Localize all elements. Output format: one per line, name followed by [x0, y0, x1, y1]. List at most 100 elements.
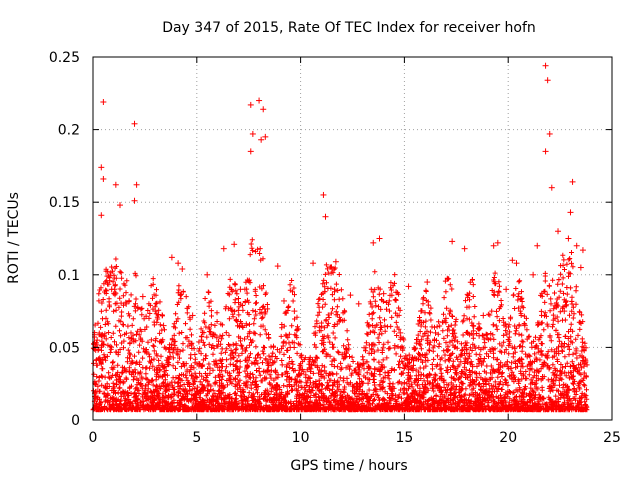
- data-point: [569, 178, 576, 185]
- data-point: [100, 175, 107, 182]
- y-axis-label: ROTI / TECUs: [6, 192, 22, 284]
- data-point: [322, 213, 329, 220]
- x-axis-label: GPS time / hours: [290, 458, 407, 474]
- grid-layer: [93, 57, 612, 420]
- data-point: [133, 181, 140, 188]
- data-point: [565, 235, 572, 242]
- data-point: [204, 271, 211, 278]
- data-point: [418, 308, 425, 315]
- x-tick-label: 5: [192, 430, 201, 446]
- data-point: [310, 260, 317, 267]
- data-point: [461, 245, 468, 252]
- data-marks-layer: [94, 62, 586, 358]
- data-point: [152, 308, 159, 315]
- data-point: [513, 260, 520, 267]
- data-point: [490, 242, 497, 249]
- data-point: [370, 239, 377, 246]
- x-tick-label: 15: [395, 430, 413, 446]
- data-point: [380, 290, 387, 297]
- data-point: [274, 263, 281, 270]
- data-point: [393, 289, 400, 296]
- data-point: [542, 62, 549, 69]
- data-point: [542, 148, 549, 155]
- data-point: [249, 130, 256, 137]
- data-point: [424, 279, 431, 286]
- data-point: [168, 254, 175, 261]
- data-point: [579, 247, 586, 254]
- data-point: [131, 120, 138, 127]
- data-point: [347, 292, 354, 299]
- data-point: [534, 242, 541, 249]
- data-point: [116, 202, 123, 209]
- data-point: [280, 297, 287, 304]
- y-tick-label: 0.25: [49, 50, 80, 66]
- data-point: [98, 212, 105, 219]
- data-point: [376, 235, 383, 242]
- data-point: [237, 286, 244, 293]
- x-tick-label: 25: [603, 430, 621, 446]
- y-tick-label: 0: [71, 413, 80, 429]
- data-point: [100, 99, 107, 106]
- data-point: [530, 271, 537, 278]
- y-tick-label: 0.15: [49, 195, 80, 211]
- data-point: [291, 308, 298, 315]
- y-tick-label: 0.05: [49, 340, 80, 356]
- data-point: [258, 136, 265, 143]
- y-tick-label: 0.2: [58, 123, 80, 139]
- data-point: [231, 241, 238, 248]
- data-point: [509, 257, 516, 264]
- data-point: [320, 191, 327, 198]
- data-point: [573, 242, 580, 249]
- data-point: [94, 337, 101, 344]
- data-point: [449, 238, 456, 245]
- data-point: [405, 283, 412, 290]
- data-point: [432, 329, 439, 336]
- data-point: [220, 245, 227, 252]
- y-tick-label: 0.1: [58, 268, 80, 284]
- data-point: [108, 286, 115, 293]
- data-point: [179, 265, 186, 272]
- data-point: [123, 300, 130, 307]
- data-point: [247, 148, 254, 155]
- data-point: [577, 264, 584, 271]
- plot-frame: [92, 56, 613, 421]
- data-point: [397, 329, 404, 336]
- data-point: [503, 286, 510, 293]
- data-point: [480, 312, 487, 319]
- data-point: [442, 315, 449, 322]
- data-point: [469, 322, 476, 329]
- data-point: [555, 228, 562, 235]
- data-point: [262, 133, 269, 140]
- x-tick-label: 0: [89, 430, 98, 446]
- data-point: [567, 209, 574, 216]
- data-point: [139, 293, 146, 300]
- data-point-cloud: [90, 237, 590, 413]
- data-point: [494, 239, 501, 246]
- data-point: [112, 181, 119, 188]
- data-point: [339, 351, 346, 358]
- data-point: [247, 101, 254, 108]
- data-point: [131, 197, 138, 204]
- data-point: [189, 312, 196, 319]
- data-point: [256, 97, 263, 104]
- data-point: [260, 106, 267, 113]
- data-point: [544, 77, 551, 84]
- data-point: [561, 308, 568, 315]
- data-point: [332, 258, 339, 265]
- data-point: [476, 332, 483, 339]
- data-point: [546, 130, 553, 137]
- axes-layer: 0 5 10 15 20 25 0 0.05 0.1 0.15 0.2 0.25: [49, 50, 621, 446]
- data-point: [98, 164, 105, 171]
- chart-title: Day 347 of 2015, Rate Of TEC Index for r…: [162, 20, 536, 36]
- x-tick-label: 10: [292, 430, 310, 446]
- data-point: [521, 322, 528, 329]
- x-tick-label: 20: [499, 430, 517, 446]
- data-point: [175, 260, 182, 267]
- data-point: [160, 322, 167, 329]
- data-point: [355, 300, 362, 307]
- dense-data-layer: [90, 237, 590, 413]
- data-point: [548, 184, 555, 191]
- data-point: [287, 344, 294, 351]
